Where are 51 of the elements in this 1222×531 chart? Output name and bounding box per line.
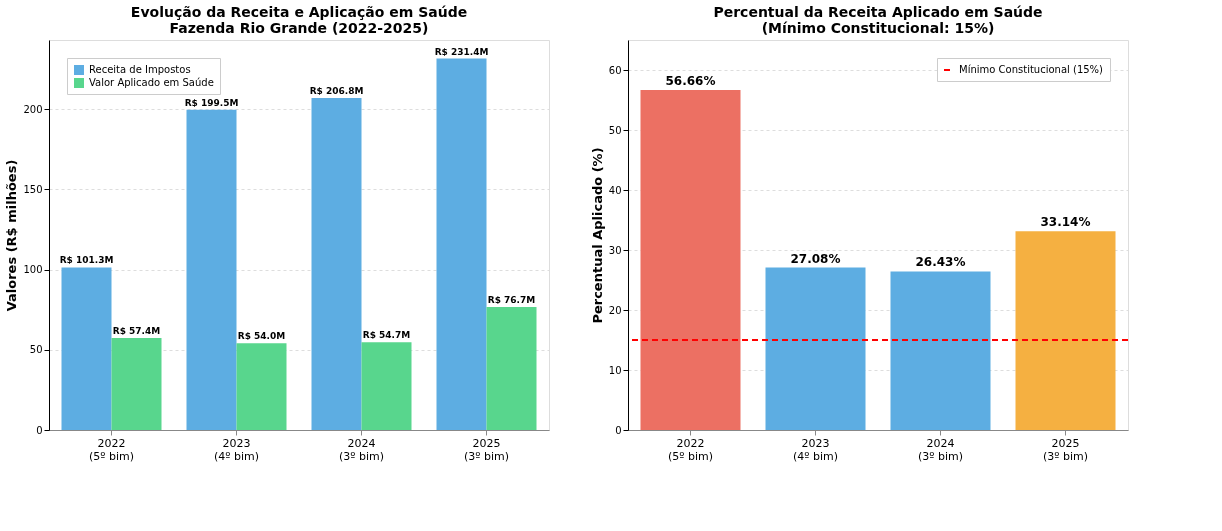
data-label: R$ 231.4M [434,46,489,57]
y-tick-label: 100 [23,264,43,276]
bar [436,58,487,430]
bar [486,306,537,430]
x-tick-label: 2025 (3º bim) [1042,436,1089,463]
bar [111,337,162,430]
x-tick-label: 2024 (3º bim) [917,436,964,463]
x-tick-label: 2023 (4º bim) [792,436,839,463]
bar [890,271,991,430]
bar [186,109,237,430]
y-tick-label: 40 [608,184,622,196]
x-tick-label: 2022 (5º bim) [88,436,135,463]
legend-label: Mínimo Constitucional (15%) [959,64,1104,75]
data-label: R$ 199.5M [184,97,239,108]
chart-title: Percentual da Receita Aplicado em Saúde (Mínimo Constitucional: 15%) [713,4,1043,36]
bar [1015,231,1116,430]
y-tick-label: 50 [608,124,622,136]
y-tick-label: 20 [608,304,622,316]
y-tick-label: 30 [608,244,622,256]
bar [61,267,112,430]
chart-title: Evolução da Receita e Aplicação em Saúde Fazenda Rio Grande (2022-2025) [130,4,468,36]
data-label: R$ 206.8M [309,86,364,97]
data-label: R$ 76.7M [487,294,536,305]
x-tick-label: 2022 (5º bim) [667,436,714,463]
y-tick-label: 0 [36,424,43,436]
bar [311,98,362,430]
bar [640,90,741,430]
y-tick-label: 150 [23,183,43,195]
data-label: R$ 54.7M [362,330,411,341]
y-tick-label: 0 [615,424,622,436]
y-axis-title: Percentual Aplicado (%) [589,147,605,324]
data-label: R$ 101.3M [59,255,114,266]
x-tick-label: 2025 (3º bim) [463,436,510,463]
legend-label: Receita de Impostos [89,64,191,75]
data-label: 33.14% [1040,215,1091,230]
x-tick-label: 2024 (3º bim) [338,436,385,463]
bar [765,267,866,430]
bar [236,343,287,430]
x-tick-label: 2023 (4º bim) [213,436,260,463]
data-label: 27.08% [790,251,841,266]
y-tick-label: 50 [29,344,43,356]
data-label: R$ 57.4M [112,325,161,336]
y-tick-label: 200 [23,103,43,115]
y-tick-label: 60 [608,64,622,76]
y-tick-label: 10 [608,364,622,376]
bar [361,342,412,430]
data-label: R$ 54.0M [237,331,286,342]
legend-label: Valor Aplicado em Saúde [89,77,214,88]
data-label: 26.43% [915,255,966,270]
y-axis-title: Valores (R$ milhões) [4,159,20,312]
data-label: 56.66% [665,74,716,89]
